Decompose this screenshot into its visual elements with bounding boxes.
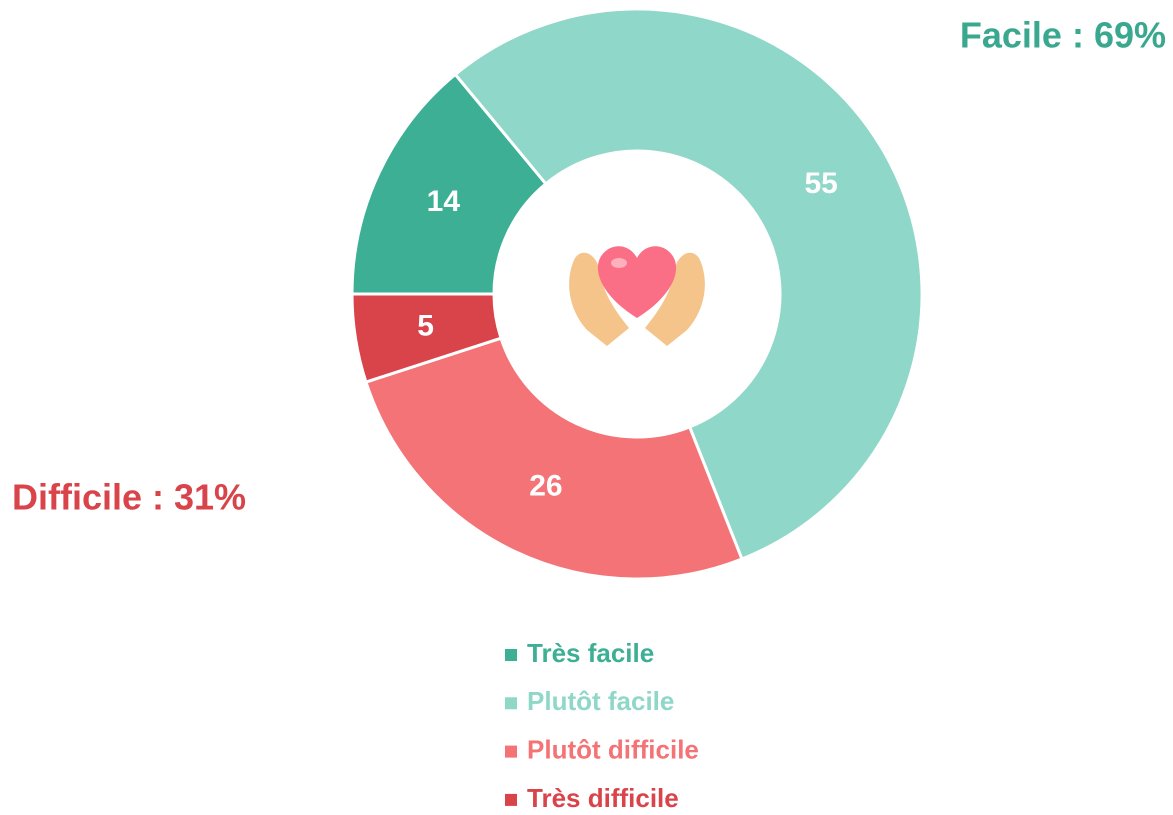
data-label: 5 xyxy=(417,309,434,342)
legend-swatch xyxy=(505,745,517,758)
legend-label: Plutôt difficile xyxy=(527,734,699,764)
annotation: Facile : 69% xyxy=(960,15,1166,56)
legend-label: Très difficile xyxy=(527,783,679,813)
legend-swatch xyxy=(505,649,517,661)
legend-label: Plutôt facile xyxy=(527,686,674,716)
legend-label: Très facile xyxy=(527,638,654,668)
donut-slice xyxy=(364,336,744,581)
data-label: 26 xyxy=(529,470,562,503)
center-icon xyxy=(569,246,705,346)
annotation: Difficile : 31% xyxy=(12,477,246,518)
donut-slice xyxy=(350,72,548,296)
donut-slice xyxy=(350,292,503,384)
legend-swatch xyxy=(505,793,517,806)
donut-slice xyxy=(453,7,924,561)
data-label: 14 xyxy=(427,185,461,218)
data-label: 55 xyxy=(805,167,838,200)
legend-swatch xyxy=(505,697,517,710)
